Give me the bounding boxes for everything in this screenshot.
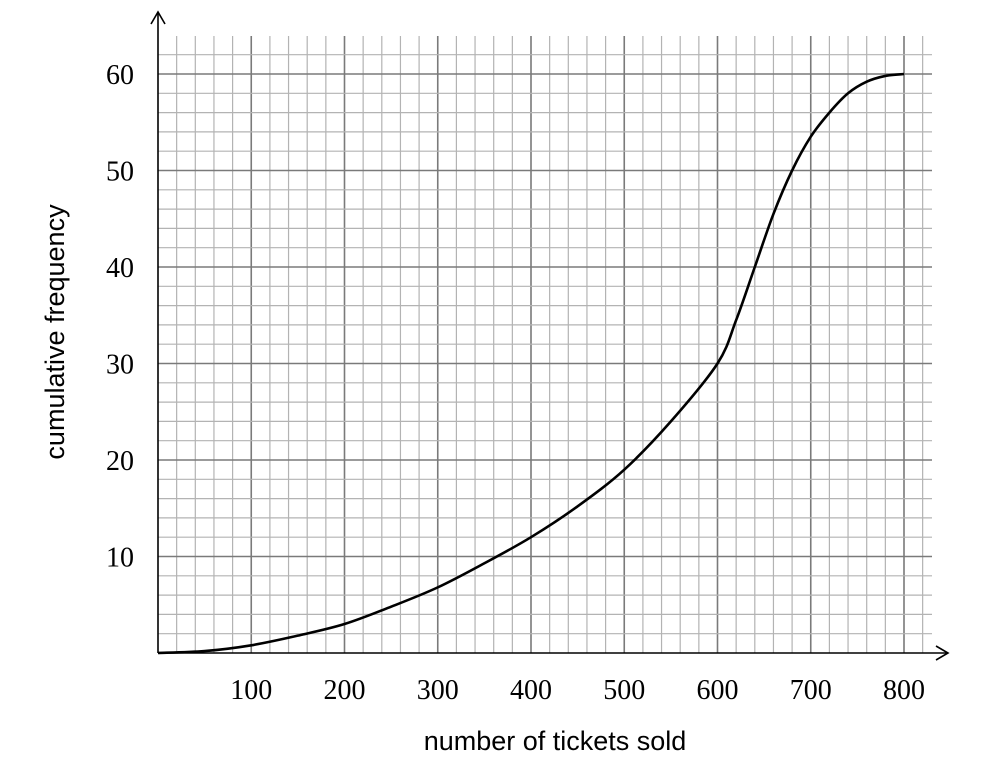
y-tick-label: 60	[106, 60, 134, 91]
y-tick-labels: 10 20 30 40 50 60	[106, 60, 134, 574]
y-tick-label: 40	[106, 253, 134, 284]
y-tick-label: 30	[106, 350, 134, 381]
y-axis-arrow-icon	[150, 10, 166, 25]
x-tick-label: 400	[510, 675, 552, 706]
x-tick-label: 700	[790, 675, 832, 706]
x-tick-label: 600	[697, 675, 739, 706]
x-tick-label: 300	[417, 675, 459, 706]
x-axis-arrow-icon	[935, 645, 950, 661]
grid	[158, 36, 932, 653]
y-tick-label: 10	[106, 543, 134, 574]
x-tick-label: 500	[603, 675, 645, 706]
x-axis-title: number of tickets sold	[424, 726, 687, 756]
x-tick-label: 100	[230, 675, 272, 706]
x-tick-labels: 100 200 300 400 500 600 700 800	[230, 675, 925, 706]
y-axis-title: cumulative frequency	[40, 204, 70, 460]
cumulative-frequency-curve	[157, 72, 905, 655]
y-tick-label: 20	[106, 446, 134, 477]
axes	[150, 10, 950, 661]
x-tick-label: 200	[324, 675, 366, 706]
x-tick-label: 800	[883, 675, 925, 706]
y-tick-label: 50	[106, 157, 134, 188]
